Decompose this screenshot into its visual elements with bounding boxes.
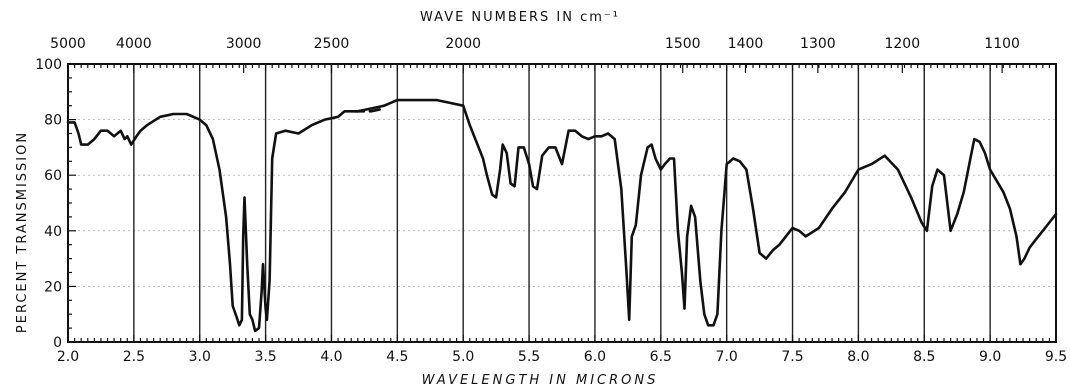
- x-tick-label: 2.0: [57, 349, 79, 365]
- x-tick-label: 2.5: [123, 349, 145, 365]
- x-tick-label: 7.0: [716, 349, 738, 365]
- top-tick-label: 1300: [800, 36, 836, 52]
- x-axis-title: WAVELENGTH IN MICRONS: [422, 373, 659, 388]
- top-axis-title: WAVE NUMBERS IN cm⁻¹: [420, 10, 620, 25]
- grid-lines: [68, 64, 1056, 342]
- y-tick-label: 60: [44, 168, 62, 184]
- x-tick-label: 8.5: [913, 349, 935, 365]
- top-tick-label: 2500: [314, 36, 350, 52]
- top-tick-label: 1500: [665, 36, 701, 52]
- x-tick-label: 3.0: [189, 349, 211, 365]
- y-tick-label: 100: [35, 57, 62, 73]
- y-tick-label: 0: [53, 335, 62, 351]
- top-tick-label: 5000: [50, 36, 86, 52]
- plot-frame: [67, 63, 1057, 343]
- top-tick-label: 1400: [728, 36, 764, 52]
- x-tick-label: 3.5: [254, 349, 276, 365]
- top-tick-label: 1100: [984, 36, 1020, 52]
- y-tick-label: 20: [44, 279, 62, 295]
- x-tick-label: 6.0: [584, 349, 606, 365]
- axis-ticks: 0 20 40 60 80 100 2.0 2.5 3.0 3.5 4.0 4.5 5.0 5.5 6.0 6…: [35, 36, 1067, 365]
- spectrum-series: [66, 98, 1058, 333]
- x-tick-label: 5.5: [518, 349, 540, 365]
- top-tick-label: 4000: [116, 36, 152, 52]
- y-tick-label: 80: [44, 113, 62, 129]
- x-tick-label: 4.5: [386, 349, 408, 365]
- x-tick-label: 9.5: [1045, 349, 1067, 365]
- spectrum-line: [66, 98, 1058, 333]
- y-axis-title: PERCENT TRANSMISSION: [15, 131, 30, 333]
- x-tick-label: 4.0: [320, 349, 342, 365]
- x-tick-label: 6.5: [650, 349, 672, 365]
- spectrum-gap-segment: [352, 107, 386, 113]
- y-tick-label: 40: [44, 224, 62, 240]
- x-tick-label: 5.0: [452, 349, 474, 365]
- x-tick-label: 7.5: [781, 349, 803, 365]
- top-tick-label: 3000: [226, 36, 262, 52]
- x-tick-label: 8.0: [847, 349, 869, 365]
- top-tick-label: 2000: [445, 36, 481, 52]
- top-tick-label: 1200: [884, 36, 920, 52]
- x-tick-label: 9.0: [979, 349, 1001, 365]
